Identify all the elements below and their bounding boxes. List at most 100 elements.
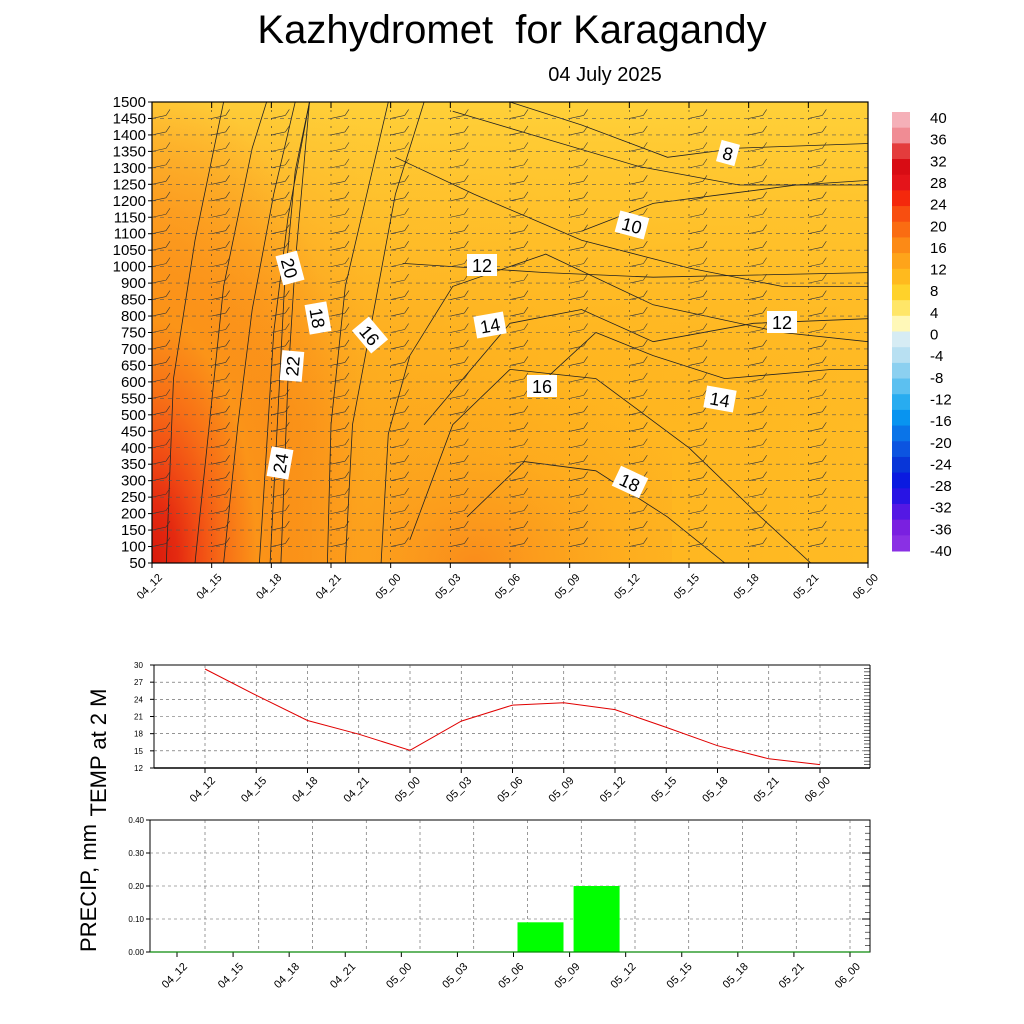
contour-label-bg: [611, 465, 649, 499]
wind-barb: [271, 389, 290, 399]
colorbar-segment: [892, 268, 910, 285]
wind-barb: [450, 520, 469, 531]
wind-barb: [569, 471, 588, 481]
wind-barb: [748, 224, 767, 235]
wind-barb: [390, 389, 409, 399]
wind-barb: [330, 241, 350, 251]
colorbar-tick-label: 12: [930, 262, 947, 279]
wind-barb: [748, 102, 751, 103]
wind-barb: [688, 339, 708, 350]
wind-barb: [450, 109, 469, 119]
wind-barb: [390, 109, 409, 119]
wind-barb: [629, 356, 648, 366]
temp-x-tick-label: 05_15: [649, 775, 679, 805]
temp-y-tick-label: 12: [134, 764, 143, 773]
wind-barb: [152, 241, 171, 251]
wind-barb: [569, 158, 588, 169]
y-tick-label: 600: [121, 374, 146, 391]
contour-label-bg: [279, 350, 305, 382]
wind-barb: [152, 471, 171, 481]
wind-barb: [629, 306, 648, 317]
wind-barb: [629, 175, 648, 185]
wind-barb: [808, 175, 827, 185]
wind-barb: [808, 504, 827, 514]
precip-x-tick-label: 04_18: [272, 961, 302, 991]
x-tick-label: 05_15: [672, 572, 702, 602]
wind-barb: [808, 158, 827, 169]
wind-barb: [569, 339, 588, 350]
wind-barb: [450, 356, 469, 366]
contour-line: [327, 102, 389, 563]
wind-barb: [271, 520, 290, 531]
wind-barb: [211, 520, 230, 531]
wind-barb: [211, 487, 230, 498]
temp-x-tick-label: 05_09: [547, 775, 577, 805]
colorbar-segment: [892, 190, 910, 207]
wind-barb: [629, 339, 648, 350]
colorbar-tick-label: -32: [930, 500, 952, 517]
precip-y-tick-label: 0.20: [128, 882, 144, 891]
colorbar-segment: [892, 315, 910, 332]
y-tick-label: 200: [121, 506, 146, 523]
wind-barb: [509, 306, 529, 317]
temp-y-tick-label: 30: [134, 661, 143, 670]
x-tick-label: 04_21: [314, 572, 344, 602]
wind-barb: [569, 520, 588, 531]
wind-barb: [390, 224, 409, 235]
contour-label-bg: [715, 139, 741, 167]
wind-barb: [450, 405, 469, 416]
contour-line: [223, 102, 296, 563]
wind-barb: [509, 487, 529, 498]
wind-barb: [748, 422, 767, 432]
colorbar-segment: [892, 519, 910, 536]
temp-x-tick-label: 04_12: [188, 775, 218, 805]
wind-barb: [509, 241, 529, 251]
contour-label: 12: [467, 254, 497, 276]
colorbar-segment: [892, 347, 910, 364]
y-tick-label: 400: [121, 440, 146, 457]
wind-barb: [748, 487, 767, 498]
contour-line: [165, 102, 224, 563]
wind-barb: [748, 241, 767, 251]
wind-barb: [390, 356, 409, 366]
colorbar-tick-label: -28: [930, 478, 952, 495]
wind-barb: [271, 224, 290, 235]
wind-barb: [688, 175, 708, 185]
temp-y-tick-label: 21: [134, 713, 143, 722]
y-tick-label: 750: [121, 325, 146, 342]
colorbar-tick-label: -40: [930, 543, 952, 560]
y-tick-label: 150: [121, 522, 146, 539]
contour-label: 22: [279, 350, 305, 382]
x-tick-label: 05_18: [731, 572, 761, 602]
contour-label-text: 12: [772, 313, 792, 333]
wind-barb: [211, 389, 230, 399]
wind-barb: [689, 102, 691, 103]
colorbar-segment: [892, 112, 910, 129]
x-tick-label: 05_12: [612, 572, 642, 602]
wind-barb: [330, 224, 350, 235]
temp-x-tick-label: 05_12: [598, 775, 628, 805]
wind-barb: [211, 125, 230, 136]
contour-line: [380, 253, 868, 563]
colorbar-segment: [892, 409, 910, 427]
wind-barb: [748, 471, 767, 481]
wind-barb: [867, 546, 868, 547]
wind-barb: [569, 175, 588, 185]
wind-barb: [152, 504, 171, 514]
contour-line: [466, 461, 726, 563]
y-tick-label: 1300: [113, 160, 146, 177]
precip-x-tick-label: 04_21: [328, 961, 358, 991]
wind-barb: [808, 438, 827, 449]
colorbar-tick-label: -8: [930, 370, 943, 387]
wind-barb: [688, 306, 708, 317]
colorbar-segment: [892, 535, 910, 552]
precip-x-tick-label: 05_06: [496, 961, 526, 991]
wind-barb: [629, 455, 648, 465]
precip-x-tick-label: 05_15: [665, 961, 695, 991]
wind-barb: [688, 290, 708, 300]
wind-barb: [450, 323, 469, 333]
wind-barb: [330, 471, 350, 481]
wind-barb: [748, 306, 767, 317]
wind-barb: [152, 125, 171, 136]
wind-barb: [748, 537, 767, 547]
